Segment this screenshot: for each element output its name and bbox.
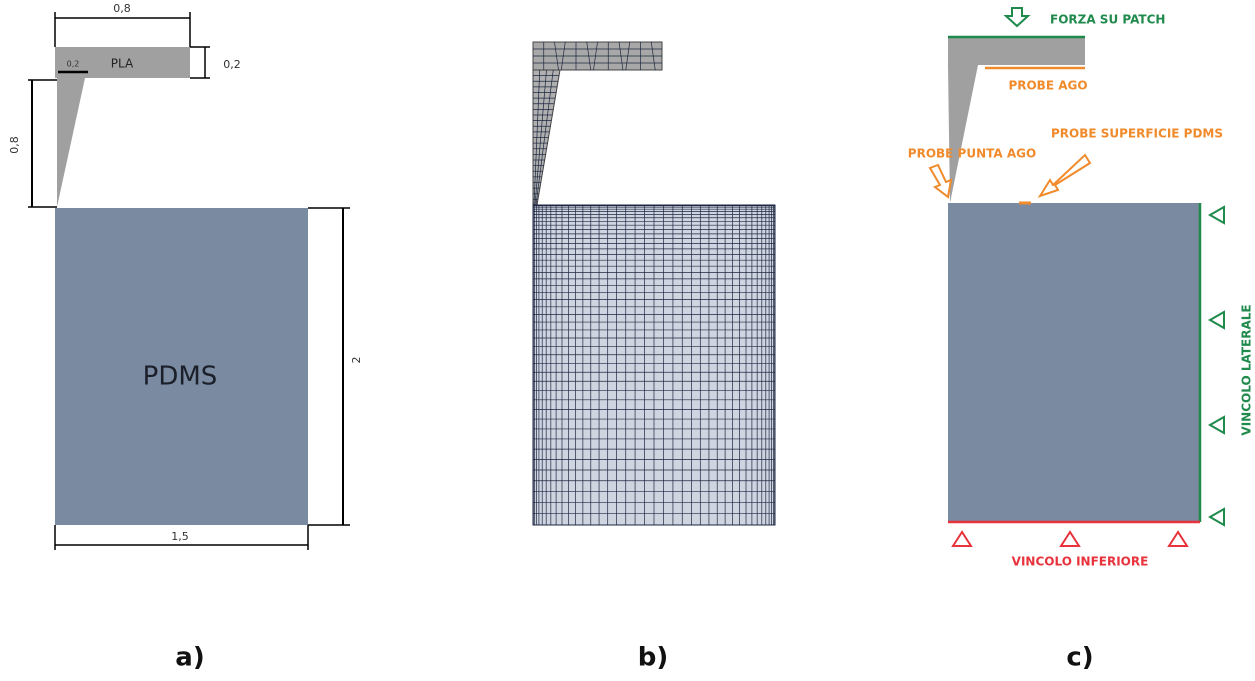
dim-label: 0,8 <box>113 2 131 15</box>
panel-c: FORZA SU PATCH PROBE AGO PROBE PUNTA AGO… <box>908 8 1254 673</box>
annotation: PROBE PUNTA AGO <box>908 147 1036 161</box>
needle <box>57 78 85 207</box>
pdms-body <box>948 203 1200 522</box>
panel-label: b) <box>638 643 669 673</box>
force-arrow <box>1006 8 1028 26</box>
panel-label: c) <box>1066 643 1093 673</box>
material-label: PDMS <box>143 362 218 392</box>
dim-label: 0,2 <box>67 60 80 69</box>
needle <box>948 65 978 203</box>
figure: 0,8 0,2 0,2 0,8 2 1,5 PLA PDMS a) b) <box>0 0 1255 677</box>
dim-label: 2 <box>350 357 363 364</box>
annotation: FORZA SU PATCH <box>1050 13 1165 27</box>
bottom-triangles <box>953 532 1187 546</box>
pla-bar <box>948 37 1085 65</box>
lateral-triangles <box>1210 207 1224 525</box>
dim-label: 0,2 <box>223 58 241 71</box>
dim-label: 1,5 <box>171 530 189 543</box>
annotation: VINCOLO INFERIORE <box>1012 555 1149 569</box>
panel-b: b) <box>533 42 775 673</box>
probe-arrow <box>930 165 951 197</box>
dim-label: 0,8 <box>8 136 21 154</box>
annotation: PROBE AGO <box>1008 79 1087 93</box>
annotation: PROBE SUPERFICIE PDMS <box>1051 127 1223 141</box>
material-label: PLA <box>111 57 134 71</box>
panel-a: 0,8 0,2 0,2 0,8 2 1,5 PLA PDMS a) <box>8 2 363 673</box>
panel-label: a) <box>175 643 204 673</box>
probe-arrow <box>1040 155 1090 196</box>
annotation: VINCOLO LATERALE <box>1240 304 1254 435</box>
